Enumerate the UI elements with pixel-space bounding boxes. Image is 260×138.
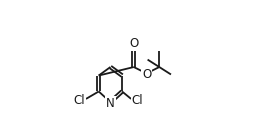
Text: N: N [106,97,115,110]
Text: Cl: Cl [132,94,143,107]
Text: O: O [129,36,138,50]
Text: Cl: Cl [74,94,86,107]
Text: O: O [142,68,151,81]
